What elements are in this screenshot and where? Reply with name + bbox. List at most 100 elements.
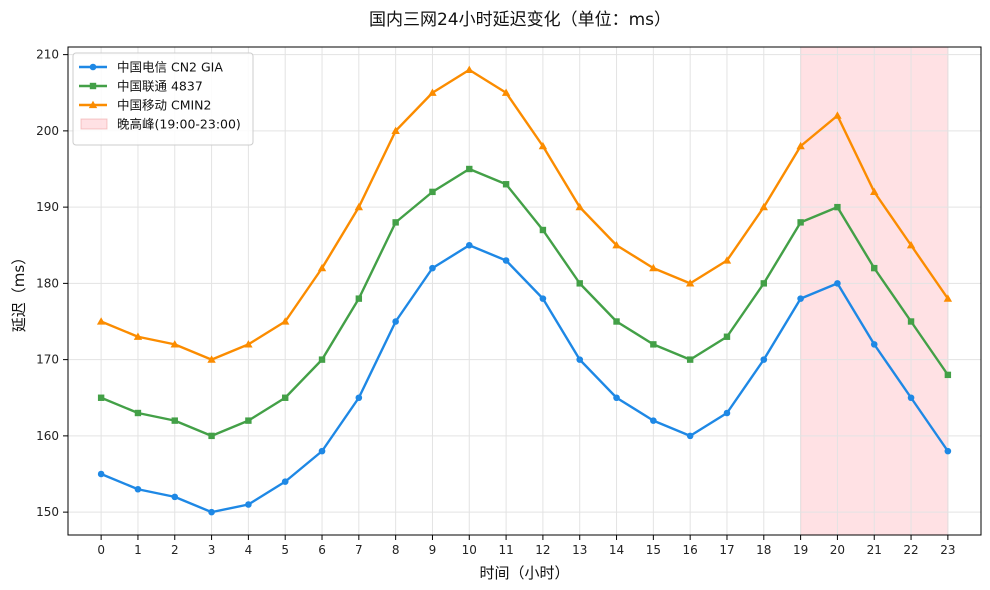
x-tick-label: 18 [756,543,771,557]
data-point [943,294,953,302]
data-point [539,226,547,234]
data-point [870,341,878,348]
x-tick-label: 3 [208,543,216,557]
plot-frame [67,46,982,536]
data-point [282,394,289,401]
data-point [392,318,399,325]
data-point [686,432,694,440]
x-tick-label: 15 [646,543,661,557]
x-tick-label: 9 [429,543,437,557]
x-tick-label: 19 [793,543,808,557]
data-point [244,340,253,348]
legend-marker [88,100,98,109]
data-point [317,263,327,272]
series-line [100,244,949,514]
data-point [134,409,142,417]
x-axis-label: 时间（小时） [479,564,569,582]
data-point [97,470,105,478]
x-tick-label: 16 [683,543,698,557]
data-point [502,181,510,188]
x-tick-label: 21 [867,543,882,557]
x-tick-label: 2 [171,543,179,557]
x-tick-label: 22 [903,543,918,557]
data-point [429,264,436,272]
data-point [97,394,105,401]
data-point [133,332,143,340]
data-point [796,141,805,150]
y-tick-label: 200 [36,124,59,138]
data-point [465,241,473,249]
y-tick-label: 160 [36,429,59,443]
data-point [355,394,363,402]
x-tick-label: 8 [392,543,400,557]
data-point [429,188,436,196]
data-point [723,409,731,417]
legend-label: 中国联通 4837 [117,79,203,94]
y-tick-label: 190 [36,200,59,214]
data-point [944,447,952,455]
data-point [870,187,879,196]
data-point [907,318,915,325]
data-point [465,65,474,74]
x-tick-label: 10 [462,543,477,557]
data-point [354,202,364,211]
x-tick-label: 4 [245,543,253,557]
data-point [613,394,620,402]
data-point [538,141,548,150]
data-point [428,88,437,96]
y-tick-label: 180 [36,276,59,290]
series-3 [96,65,953,363]
data-point [171,493,179,501]
x-tick-label: 14 [609,543,624,557]
data-point [208,432,215,440]
data-point [96,317,106,325]
data-point [797,295,804,302]
legend-marker [89,63,97,71]
data-point [686,356,694,363]
series-line [100,167,949,438]
series-line [100,68,949,361]
legend-label: 中国移动 CMIN2 [117,98,211,113]
legend-label: 中国电信 CN2 GIA [117,60,223,75]
data-point [906,241,916,249]
data-point [539,295,547,302]
data-point [575,202,584,211]
data-point [723,333,731,340]
data-point [871,264,878,272]
data-point [650,341,657,348]
x-tick-label: 11 [498,543,513,557]
legend-marker [89,82,97,90]
legend-frame [72,52,254,146]
x-tick-label: 17 [719,543,734,557]
data-point [833,111,842,119]
data-point [281,478,289,485]
x-tick-label: 1 [134,543,142,557]
x-tick-label: 5 [281,543,289,557]
data-point [355,295,363,302]
series-2 [97,165,952,440]
y-tick-label: 210 [36,48,59,62]
y-axis-label: 延迟（ms） [10,250,28,332]
x-tick-label: 13 [572,543,587,557]
data-point [391,126,400,135]
y-tick-label: 150 [36,505,59,519]
data-point [318,356,326,363]
legend: 中国电信 CN2 GIA 中国联通 4837 中国移动 CMIN2 晚高峰(19:00… [72,52,254,146]
x-tick-label: 12 [535,543,550,557]
data-point [944,371,952,379]
x-tick-label: 20 [830,543,845,557]
data-point [612,241,621,249]
data-point [208,508,215,516]
data-point [760,356,768,363]
data-point [171,417,178,424]
legend-swatch [80,118,108,130]
data-point [685,279,695,287]
data-point [134,485,142,493]
data-point [318,447,326,455]
y-tick-label: 170 [36,353,59,367]
data-point [502,257,510,264]
x-tick-label: 0 [97,543,105,557]
data-point [170,340,179,348]
